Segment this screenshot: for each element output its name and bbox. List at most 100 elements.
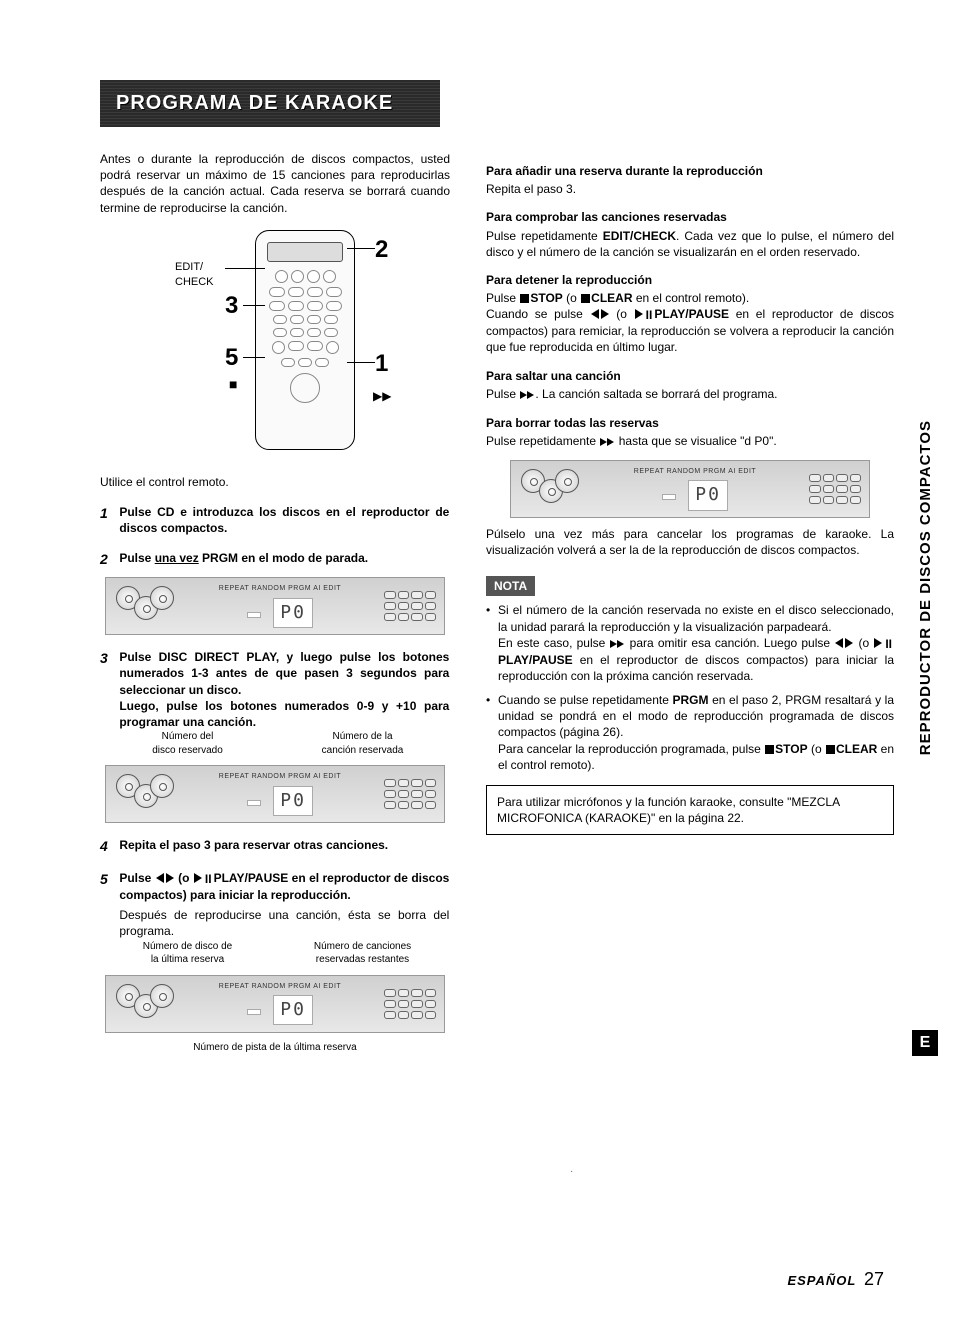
callout-2: 2	[375, 234, 388, 266]
seg-right-3: P0	[273, 995, 313, 1025]
p-after-display: Púlselo una vez más para cancelar los pr…	[486, 526, 894, 558]
label-last-disc: Número de disco de la última reserva	[109, 940, 267, 967]
p3-mid: (o	[563, 291, 580, 305]
p-saltar: Pulse . La canción saltada se borrará de…	[486, 386, 894, 403]
display-figure-1: REPEAT RANDOM PRGM AI EDIT P0	[105, 577, 445, 635]
side-tab: REPRODUCTOR DE DISCOS COMPACTOS	[916, 420, 936, 755]
step-2-text: Pulse una vez PRGM en el modo de parada.	[119, 550, 449, 566]
seg-right-1: P0	[273, 598, 313, 628]
p3b-pre: Cuando se pulse	[486, 307, 590, 321]
remote-button-grid	[265, 270, 345, 430]
h-borrar: Para borrar todas las reservas	[486, 415, 894, 431]
callout-stop-icon: ■	[229, 375, 237, 394]
step-4-text: Repita el paso 3 para reservar otras can…	[119, 837, 449, 853]
step-5-after: Después de reproducirse una canción, ést…	[119, 907, 449, 939]
p3-stop: STOP	[530, 291, 562, 305]
p3-clear: CLEAR	[591, 291, 632, 305]
bullet-2: Cuando se pulse repetidamente PRGM en el…	[486, 692, 894, 773]
note-box: Para utilizar micrófonos y la función ka…	[486, 785, 894, 835]
callout-edit-check: EDIT/ CHECK	[175, 260, 214, 290]
display-figure-4: REPEAT RANDOM PRGM AI EDIT P0	[510, 460, 870, 518]
step-2-post: PRGM en el modo de parada.	[199, 551, 368, 565]
print-speck: ·	[570, 1165, 573, 1179]
remote-display-window	[267, 242, 343, 262]
p3-pre: Pulse	[486, 291, 519, 305]
label-disc-reserved: Número del disco reservado	[109, 730, 267, 757]
seg-right-4: P0	[688, 480, 728, 510]
h-detener: Para detener la reproducción	[486, 272, 894, 288]
footer-page-number: 27	[864, 1269, 884, 1289]
p4-post: . La canción saltada se borrará del prog…	[535, 387, 777, 401]
nota-bullets: Si el número de la canción reservada no …	[486, 602, 894, 773]
step-3-num: 3	[100, 649, 116, 668]
b2b-clear: CLEAR	[836, 742, 877, 756]
nota-badge: NOTA	[486, 576, 535, 596]
callout-3: 3	[225, 290, 238, 322]
intro-text: Antes o durante la reproducción de disco…	[100, 151, 450, 216]
p-detener: Pulse STOP (o CLEAR en el control remoto…	[486, 290, 894, 355]
callout-1: 1	[375, 348, 388, 380]
b1-a: Si el número de la canción reservada no …	[498, 603, 894, 633]
step-3-line2: Luego, pulse los botones numerados 0-9 y…	[119, 699, 449, 729]
footer: ESPAÑOL 27	[787, 1267, 884, 1291]
p5-post: hasta que se visualice "d P0".	[615, 434, 776, 448]
seg-left-2	[247, 800, 261, 806]
p2-pre: Pulse repetidamente	[486, 229, 603, 243]
left-column: Antes o durante la reproducción de disco…	[100, 151, 450, 1068]
label-restantes: Número de canciones reservadas restantes	[284, 940, 442, 967]
b2-pre: Cuando se pulse repetidamente	[498, 693, 673, 707]
step-2-underline: una vez	[155, 551, 199, 565]
remote-diagram: EDIT/ CHECK 2 3 5 1 ■ ▶▶	[135, 230, 415, 460]
side-e-badge: E	[912, 1030, 938, 1056]
p3b-mid: (o	[610, 307, 634, 321]
remote-caption: Utilice el control remoto.	[100, 474, 450, 490]
step-5-text: Pulse (o IIPLAY/PAUSE en el reproductor …	[119, 870, 449, 939]
h-comprobar: Para comprobar las canciones reservadas	[486, 209, 894, 225]
seg-right-2: P0	[273, 786, 313, 816]
step-5-num: 5	[100, 870, 116, 889]
b2b-mid: (o	[808, 742, 825, 756]
step-1-text: Pulse CD e introduzca los discos en el r…	[119, 504, 449, 536]
callout-5: 5	[225, 342, 238, 374]
right-column: Para añadir una reserva durante la repro…	[486, 151, 894, 1068]
display-figure-2: REPEAT RANDOM PRGM AI EDIT P0	[105, 765, 445, 823]
p-comprobar: Pulse repetidamente EDIT/CHECK. Cada vez…	[486, 228, 894, 260]
b1-b-pre: En este caso, pulse	[498, 636, 609, 650]
page-title: PROGRAMA DE KARAOKE	[100, 80, 440, 127]
seg-left-3	[247, 1009, 261, 1015]
step-5-pre: Pulse	[119, 871, 154, 885]
step-2-num: 2	[100, 550, 116, 569]
display-top-text-3: REPEAT RANDOM PRGM AI EDIT	[182, 982, 378, 991]
h-anadir: Para añadir una reserva durante la repro…	[486, 163, 894, 179]
step-5-mid1: (o	[175, 871, 193, 885]
display-top-text-2: REPEAT RANDOM PRGM AI EDIT	[182, 772, 378, 781]
b1-b-mid: para omitir esa canción. Luego pulse	[625, 636, 834, 650]
seg-left-1	[247, 612, 261, 618]
p-anadir: Repita el paso 3.	[486, 181, 894, 197]
b2b-stop: STOP	[775, 742, 807, 756]
bullet-1: Si el número de la canción reservada no …	[486, 602, 894, 684]
b1-b-mid2: (o	[854, 636, 873, 650]
p3b-pp: PLAY/PAUSE	[654, 307, 729, 321]
label-pista: Número de pista de la última reserva	[100, 1041, 450, 1055]
display-figure-3: REPEAT RANDOM PRGM AI EDIT P0	[105, 975, 445, 1033]
p3-post: en el control remoto).	[633, 291, 750, 305]
step-3-text: Pulse DISC DIRECT PLAY, y luego pulse lo…	[119, 649, 449, 730]
p-borrar: Pulse repetidamente hasta que se visuali…	[486, 433, 894, 450]
p2-editcheck: EDIT/CHECK	[603, 229, 676, 243]
display-top-text-4: REPEAT RANDOM PRGM AI EDIT	[587, 467, 803, 476]
step-5-pp: PLAY/PAUSE	[214, 871, 289, 885]
b2-prgm: PRGM	[673, 693, 709, 707]
step-1-num: 1	[100, 504, 116, 523]
seg-left-4	[662, 494, 676, 500]
steps-list: 1 Pulse CD e introduzca los discos en el…	[100, 504, 450, 1054]
p4-pre: Pulse	[486, 387, 519, 401]
step-4-num: 4	[100, 837, 116, 856]
step-3-line1: Pulse DISC DIRECT PLAY, y luego pulse lo…	[119, 650, 449, 696]
step-2-pre: Pulse	[119, 551, 154, 565]
label-cancion-reserved: Número de la canción reservada	[284, 730, 442, 757]
b1-pp: PLAY/PAUSE	[498, 653, 573, 667]
p5-pre: Pulse repetidamente	[486, 434, 599, 448]
h-saltar: Para saltar una canción	[486, 368, 894, 384]
callout-ff-icon: ▶▶	[373, 388, 391, 404]
